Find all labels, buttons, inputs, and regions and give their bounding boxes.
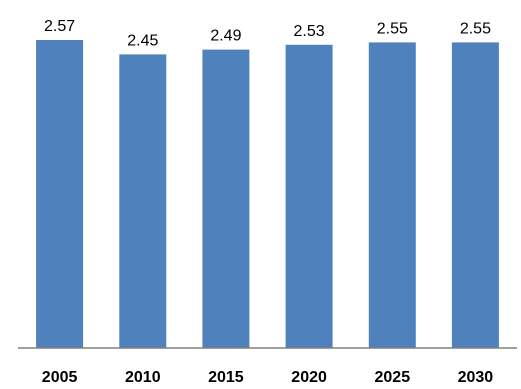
x-tick-label-2010: 2010 xyxy=(125,369,161,386)
data-label-2010: 2.45 xyxy=(127,32,158,49)
data-label-2005: 2.57 xyxy=(44,18,75,35)
bar-2025 xyxy=(368,42,416,349)
data-label-2025: 2.55 xyxy=(377,20,408,37)
bar-2020 xyxy=(285,44,333,349)
data-labels-group: 2.57 2.45 2.49 2.53 2.55 2.55 xyxy=(44,18,491,49)
x-tick-label-2020: 2020 xyxy=(291,369,327,386)
x-tick-label-2025: 2025 xyxy=(375,369,411,386)
data-label-2020: 2.53 xyxy=(294,23,325,40)
x-tick-label-2005: 2005 xyxy=(42,369,78,386)
data-label-2030: 2.55 xyxy=(460,20,491,37)
bar-2030 xyxy=(451,42,499,349)
bar-2005 xyxy=(36,40,84,348)
bars-group xyxy=(36,40,499,349)
x-tick-label-2015: 2015 xyxy=(208,369,244,386)
data-label-2015: 2.49 xyxy=(210,28,241,45)
x-tick-labels-group: 2005 2010 2015 2020 2025 2030 xyxy=(42,369,493,386)
x-tick-label-2030: 2030 xyxy=(458,369,494,386)
bar-2010 xyxy=(119,54,167,349)
bar-2015 xyxy=(202,49,250,348)
